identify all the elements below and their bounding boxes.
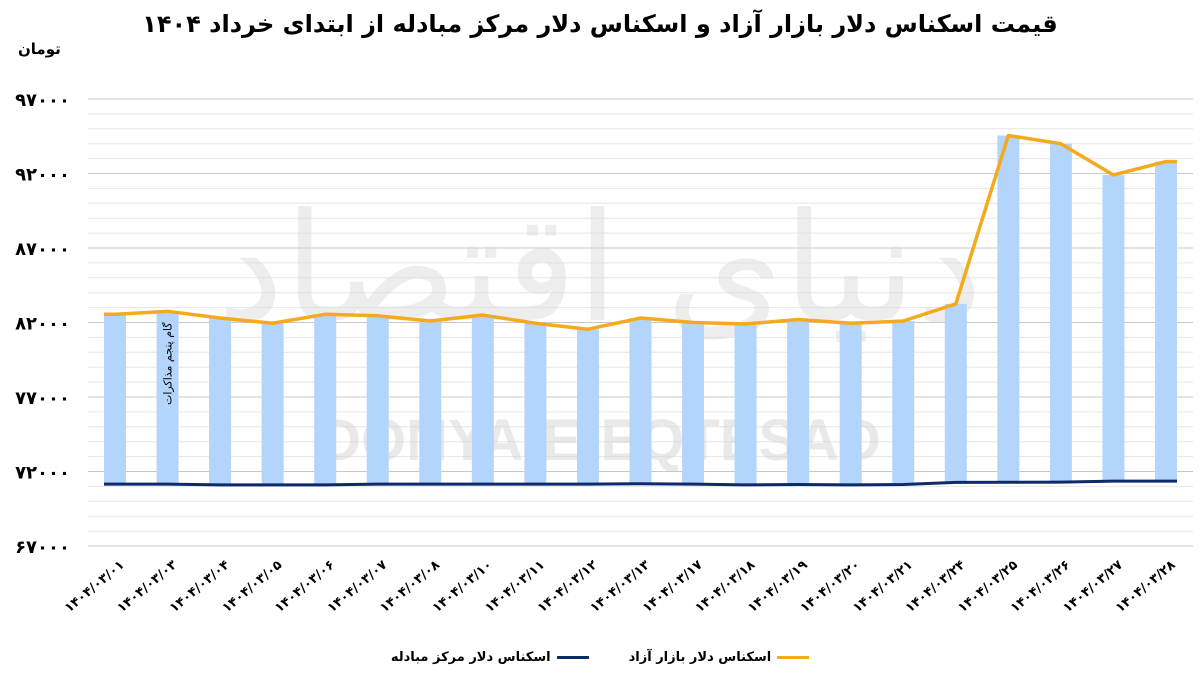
bar [314,314,337,486]
y-tick-label: ۶۷۰۰۰ [15,537,70,558]
bar [787,319,810,486]
bar [471,315,494,486]
bar [997,135,1020,484]
line-exchange-center [104,479,1177,487]
annotation-label: گام پنجم مذاکرات [162,322,175,405]
bar [366,315,389,486]
y-tick-label: ۷۷۰۰۰ [15,388,70,409]
legend-label-exchange-center: اسکناس دلار مرکز مبادله [390,650,551,665]
chart-title: قیمت اسکناس دلار بازار آزاد و اسکناس دلا… [142,10,1058,38]
bar [576,329,599,486]
x-axis-ticks: ۱۴۰۴/۰۳/۰۱۱۴۰۴/۰۳/۰۳۱۴۰۴/۰۳/۰۴۱۴۰۴/۰۳/۰۵… [62,558,1179,616]
legend-item-exchange-center: اسکناس دلار مرکز مبادله [391,650,589,665]
bar [524,323,547,486]
bar [419,321,442,486]
bar [734,323,757,486]
y-tick-label: ۸۷۰۰۰ [15,239,70,260]
bar [261,323,284,486]
bar [892,321,915,486]
bar [682,322,705,486]
legend-swatch-exchange-center [556,656,589,659]
legend: اسکناس دلار بازار آزاد اسکناس دلار مرکز … [0,650,1200,665]
bar [209,318,232,486]
bar [1155,161,1177,483]
line-series [104,133,1177,487]
bar [1102,174,1125,483]
y-tick-label: ۸۲۰۰۰ [15,314,70,335]
y-tick-label: ۹۲۰۰۰ [15,165,70,186]
bar [1049,143,1072,484]
bar [104,314,126,486]
bar [629,318,652,485]
y-tick-label: ۷۲۰۰۰ [15,463,70,484]
y-tick-label: ۹۷۰۰۰ [15,90,70,111]
y-axis-ticks: ۶۷۰۰۰ ۷۲۰۰۰ ۷۷۰۰۰ ۸۲۰۰۰ ۸۷۰۰۰ ۹۲۰۰۰ ۹۷۰۰۰ [15,90,70,558]
bar-series [104,135,1177,486]
annotation: گام پنجم مذاکرات [162,322,175,405]
legend-swatch-free-market [777,656,810,659]
line-free-market [104,133,1177,331]
legend-item-free-market: اسکناس دلار بازار آزاد [629,650,810,665]
bar [839,323,862,486]
y-axis-unit-label: تومان [18,40,61,58]
bar [944,303,967,484]
bar [156,311,179,486]
legend-label-free-market: اسکناس دلار بازار آزاد [628,650,772,665]
